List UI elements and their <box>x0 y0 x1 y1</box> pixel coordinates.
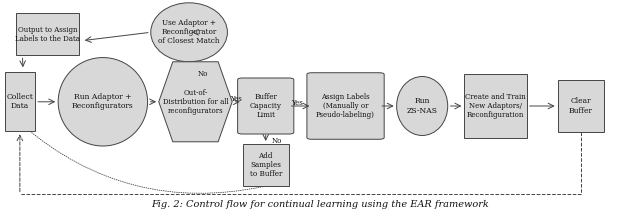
Text: Yes: Yes <box>291 99 303 107</box>
FancyBboxPatch shape <box>4 72 35 131</box>
Text: Use Adaptor +
Reconfigurator
of Closest Match: Use Adaptor + Reconfigurator of Closest … <box>158 19 220 46</box>
Text: Fig. 2: Control flow for continual learning using the EAR framework: Fig. 2: Control flow for continual learn… <box>151 200 489 209</box>
FancyBboxPatch shape <box>16 13 79 56</box>
Text: Yes: Yes <box>230 95 241 103</box>
Text: Add
Samples
to Buffer: Add Samples to Buffer <box>250 152 282 178</box>
Text: Create and Train
New Adaptors/
Reconfiguration: Create and Train New Adaptors/ Reconfigu… <box>465 93 526 119</box>
FancyBboxPatch shape <box>557 80 604 132</box>
Text: Buffer
Capacity
Limit: Buffer Capacity Limit <box>250 93 282 119</box>
FancyBboxPatch shape <box>243 144 289 186</box>
FancyBboxPatch shape <box>237 78 294 134</box>
Polygon shape <box>159 62 232 142</box>
Text: Run
ZS-NAS: Run ZS-NAS <box>406 97 438 115</box>
Ellipse shape <box>58 58 148 146</box>
Text: No: No <box>272 137 282 145</box>
FancyBboxPatch shape <box>465 74 527 138</box>
Text: Clear
Buffer: Clear Buffer <box>568 97 593 115</box>
Text: Collect
Data: Collect Data <box>6 93 33 110</box>
Text: Assign Labels
(Manually or
Pseudo-labeling): Assign Labels (Manually or Pseudo-labeli… <box>316 93 375 119</box>
Ellipse shape <box>397 77 448 135</box>
Text: Output to Assign
Labels to the Data: Output to Assign Labels to the Data <box>15 26 80 43</box>
FancyBboxPatch shape <box>307 73 384 139</box>
Text: Out-of-
Distribution for all
reconfigurators: Out-of- Distribution for all reconfigura… <box>163 89 228 115</box>
Text: No: No <box>198 70 209 78</box>
Ellipse shape <box>151 3 227 62</box>
Text: Run Adaptor +
Reconfigurators: Run Adaptor + Reconfigurators <box>72 93 134 110</box>
